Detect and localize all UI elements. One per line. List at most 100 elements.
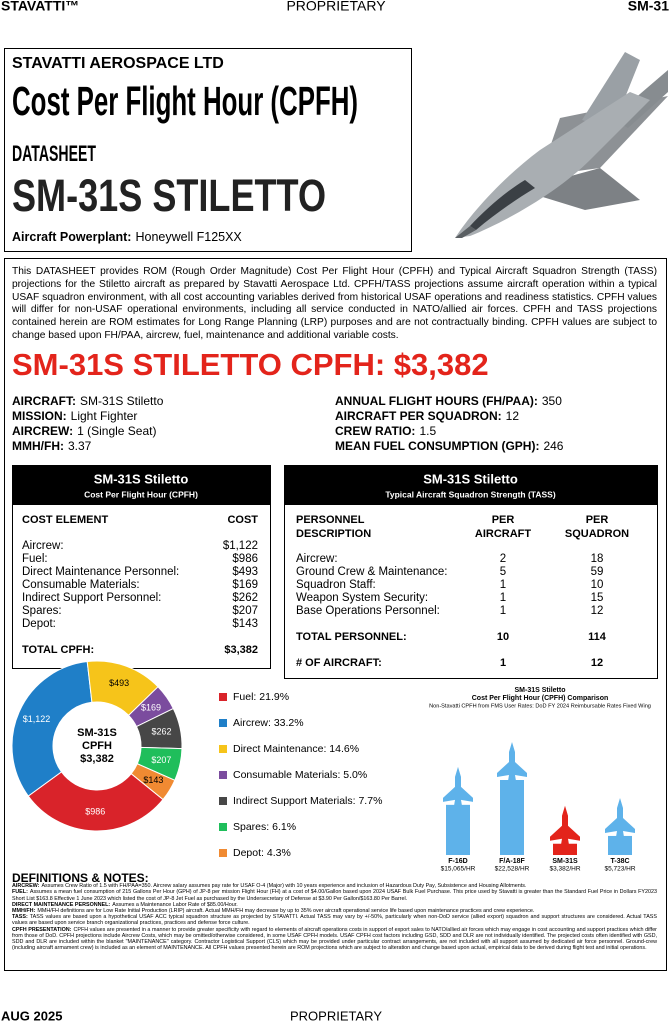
slice-label: $493 — [109, 678, 129, 688]
tass-value: 18 — [591, 553, 604, 565]
legend-swatch — [219, 823, 227, 831]
spec-label: MISSION: — [12, 409, 67, 423]
spec-row: AIRCRAFT: SM-31S Stiletto — [12, 394, 163, 408]
table-subtitle: Cost Per Flight Hour (CPFH) — [84, 489, 198, 499]
legend-label: Spares: 6.1% — [233, 821, 296, 833]
note-label: CPFH PRESENTATION: — [12, 926, 72, 933]
note-label: FUEL: — [12, 889, 28, 896]
note-label: MMH/FH: — [12, 908, 36, 915]
powerplant-label: Aircraft Powerplant: — [12, 230, 131, 244]
aircraft-silhouette — [443, 766, 473, 812]
notes-section: DEFINITIONS & NOTES: AIRCREW: Assumes Crew… — [12, 872, 657, 952]
spec-row: AIRCRAFT PER SQUADRON: 12 — [335, 409, 519, 423]
legend-label: Direct Maintenance: 14.6% — [233, 743, 359, 755]
legend-label: Aircrew: 33.2% — [233, 717, 304, 729]
legend-label: Consumable Materials: 5.0% — [233, 769, 367, 781]
bar-value-label: $3,382/HR — [549, 866, 580, 873]
column-header: AIRCRAFT — [475, 528, 531, 540]
tass-value: 15 — [591, 592, 604, 604]
note-text: CPFH values are presented in a manner to… — [12, 926, 657, 952]
total-label: TOTAL PERSONNEL: — [296, 631, 407, 643]
note-text: MMH/FH definitions are for Low Rate Init… — [37, 908, 535, 915]
cost-element: Spares: — [22, 605, 62, 617]
bar-category: T-38C — [610, 858, 629, 865]
slice-label: $986 — [85, 806, 105, 816]
spec-label: MMH/FH: — [12, 439, 64, 453]
total-label: TOTAL CPFH: — [22, 644, 94, 656]
bar-category: SM-31S — [552, 858, 578, 865]
cost-value: $207 — [232, 605, 258, 617]
tass-element: Aircrew: — [296, 553, 338, 565]
column-header: PER — [586, 514, 609, 526]
table-header — [284, 465, 658, 505]
chart-title: SM-31S Stiletto — [515, 687, 566, 694]
cost-value: $262 — [232, 592, 258, 604]
note-label: TASS: — [12, 914, 28, 921]
cost-value: $169 — [232, 579, 258, 591]
footer-classification: PROPRIETARY — [290, 1008, 382, 1023]
spec-value: 1.5 — [419, 424, 437, 438]
note-text: Assumes a mean fuel consumption of 215 G… — [12, 889, 657, 902]
total-value: 114 — [588, 631, 607, 643]
note-text: Assumes a Maintenance Labor Rate of $85.… — [112, 901, 238, 908]
doc-type: DATASHEET — [12, 141, 96, 166]
tass-element: Weapon System Security: — [296, 592, 428, 604]
spec-label: ANNUAL FLIGHT HOURS (FH/PAA): — [335, 394, 538, 408]
note-item: FUEL: Assumes a mean fuel consumption of … — [12, 889, 657, 901]
cost-element: Depot: — [22, 618, 56, 630]
header-classification: PROPRIETARY — [286, 0, 386, 14]
spec-label: AIRCRAFT PER SQUADRON: — [335, 409, 502, 423]
cpfh-headline: SM-31S STILETTO CPFH: $3,382 — [12, 347, 489, 382]
cost-element: Fuel: — [22, 553, 48, 565]
tass-element: Base Operations Personnel: — [296, 605, 440, 617]
total-value: 10 — [497, 631, 509, 643]
column-header: PER — [492, 514, 515, 526]
chart-subtitle: Cost Per Flight Hour (CPFH) Comparison — [472, 695, 609, 702]
tass-element: Squadron Staff: — [296, 579, 376, 591]
slice-label: $262 — [151, 726, 171, 736]
cost-element: Consumable Materials: — [22, 579, 140, 591]
donut-center-text: SM-31S — [77, 727, 117, 739]
total-label: # OF AIRCRAFT: — [296, 657, 382, 669]
aircraft-silhouette — [497, 742, 527, 787]
donut-center-text: CPFH — [82, 740, 112, 752]
tass-value: 5 — [500, 566, 506, 578]
tass-value: 2 — [500, 553, 506, 565]
note-item: TASS: TASS values are based upon a hypoth… — [12, 914, 657, 926]
bar-value-label: $15,065/HR — [441, 866, 476, 873]
total-value: 1 — [500, 657, 506, 669]
powerplant: Aircraft Powerplant: Honeywell F125XX — [12, 230, 242, 244]
bar-category: F/A-18F — [499, 858, 525, 865]
tass-value: 59 — [591, 566, 604, 578]
slice-label: $143 — [143, 775, 163, 785]
tass-value: 10 — [591, 579, 604, 591]
content-box — [4, 258, 667, 971]
column-header: DESCRIPTION — [296, 528, 371, 540]
bar — [500, 780, 524, 855]
slice-label: $1,122 — [23, 714, 51, 724]
spec-label: AIRCREW: — [12, 424, 74, 438]
cost-element: Aircrew: — [22, 540, 64, 552]
legend-swatch — [219, 797, 227, 805]
bar — [446, 804, 470, 855]
legend-label: Indirect Support Materials: 7.7% — [233, 795, 382, 807]
donut-slice — [130, 763, 176, 801]
slice-label: $169 — [141, 702, 161, 712]
donut-slice — [11, 661, 93, 797]
aircraft-name: SM-31S STILETTO — [12, 170, 326, 221]
company-name: STAVATTI AEROSPACE LTD — [12, 55, 224, 72]
tass-value: 12 — [591, 605, 604, 617]
legend-label: Depot: 4.3% — [233, 847, 291, 859]
header-model: SM-31 — [628, 0, 669, 14]
total-value: $3,382 — [224, 644, 258, 656]
spec-row: MISSION: Light Fighter — [12, 409, 137, 423]
legend-swatch — [219, 849, 227, 857]
spec-row: ANNUAL FLIGHT HOURS (FH/PAA): 350 — [335, 394, 562, 408]
column-header: SQUADRON — [565, 528, 629, 540]
legend-swatch — [219, 693, 227, 701]
spec-value: 1 (Single Seat) — [77, 424, 157, 438]
intro-paragraph: This DATASHEET provides ROM (Rough Order… — [12, 266, 657, 341]
note-label: AIRCREW: — [12, 883, 40, 890]
spec-row: MMH/FH: 3.37 — [12, 439, 91, 453]
